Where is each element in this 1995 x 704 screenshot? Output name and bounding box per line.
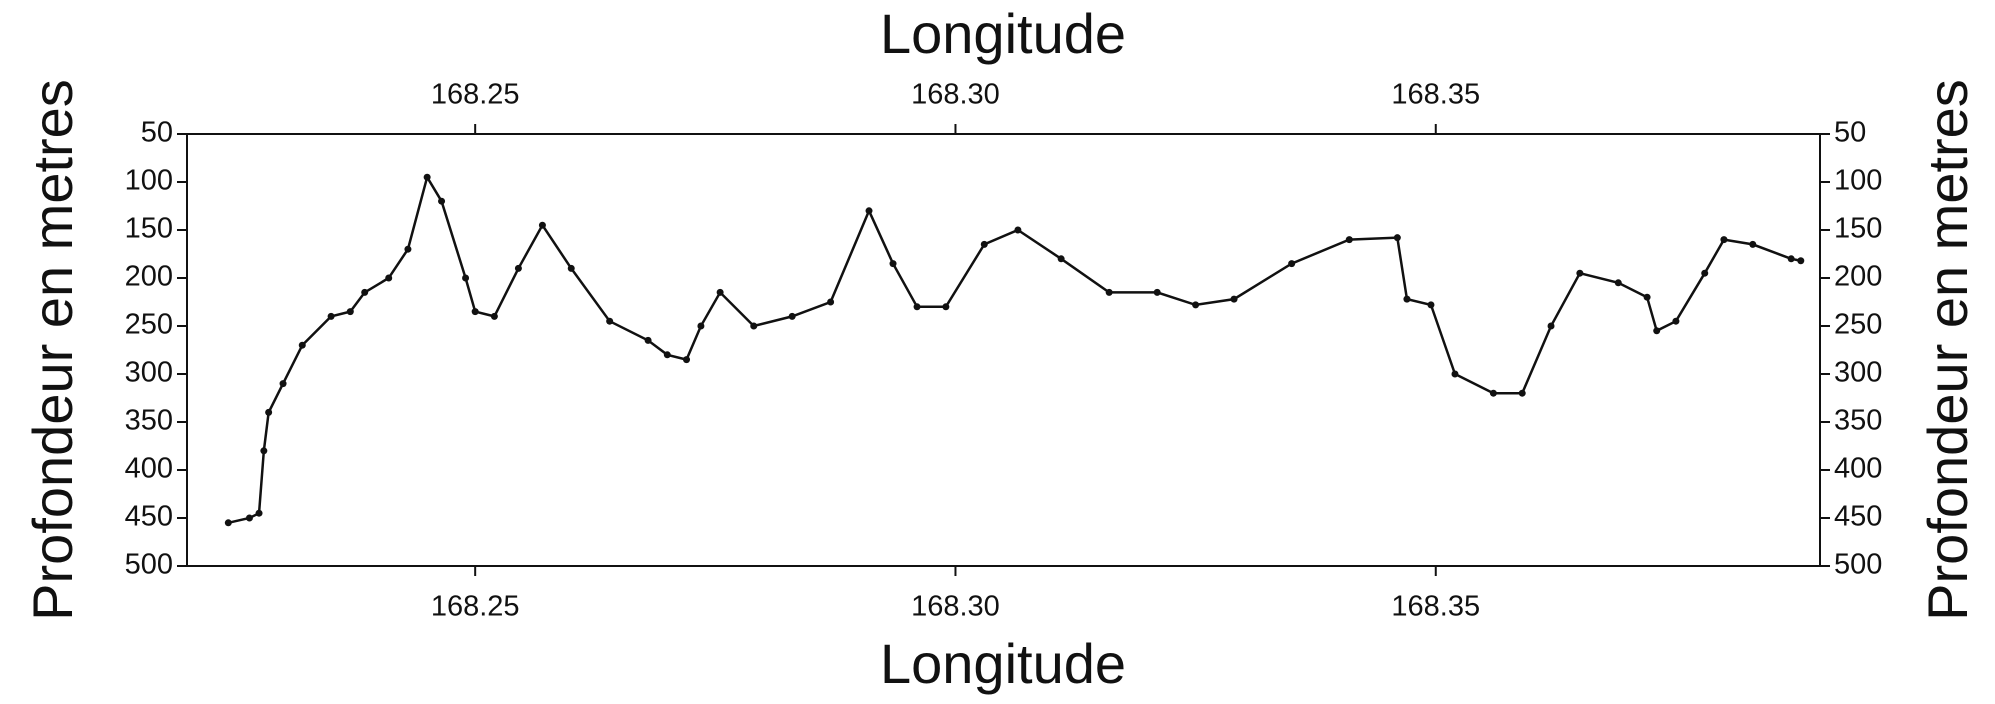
depth-point (1057, 255, 1065, 263)
depth-point (1489, 389, 1497, 397)
y-tick-label: 300 (125, 357, 173, 389)
depth-point (1393, 234, 1401, 242)
y2-tick-label: 400 (1834, 453, 1882, 485)
depth-point (404, 245, 412, 253)
depth-point (260, 447, 268, 455)
depth-point (423, 173, 431, 181)
y2-tick-label: 450 (1834, 501, 1882, 533)
depth-point (279, 380, 287, 388)
x-tick-label-top: 168.25 (431, 79, 520, 111)
y-tick-label: 350 (125, 405, 173, 437)
x-axis-title: Longitude (880, 632, 1126, 695)
depth-point (1701, 269, 1709, 277)
depth-point (1014, 226, 1022, 234)
depth-point (1720, 236, 1728, 244)
y-tick-label: 100 (125, 165, 173, 197)
depth-point (1451, 370, 1459, 378)
y-axis-title: Profondeur en metres (21, 79, 84, 621)
depth-point (1192, 301, 1200, 309)
depth-point (1653, 327, 1661, 335)
y-tick-label: 450 (125, 501, 173, 533)
y-tick-label: 400 (125, 453, 173, 485)
depth-point (346, 308, 354, 316)
depth-point (697, 322, 705, 330)
depth-point (716, 288, 724, 296)
depth-point (1153, 288, 1161, 296)
x-tick-label-top: 168.35 (1391, 79, 1480, 111)
depth-point (1672, 317, 1680, 325)
depth-point (361, 288, 369, 296)
depth-point (224, 519, 232, 527)
depth-point (1288, 260, 1296, 268)
depth-point (865, 207, 873, 215)
depth-point (788, 312, 796, 320)
depth-point (490, 312, 498, 320)
depth-point (750, 322, 758, 330)
depth-point (538, 221, 546, 229)
depth-point (683, 356, 691, 364)
depth-point (1105, 288, 1113, 296)
y2-tick-label: 150 (1834, 213, 1882, 245)
y-tick-label: 250 (125, 309, 173, 341)
depth-point (1345, 236, 1353, 244)
depth-point (1403, 295, 1411, 303)
depth-point (298, 341, 306, 349)
depth-point (644, 336, 652, 344)
depth-point (889, 260, 897, 268)
depth-point (1749, 240, 1757, 248)
x-tick-label: 168.30 (911, 591, 1000, 623)
x-tick-label: 168.25 (431, 591, 520, 623)
depth-point (913, 303, 921, 311)
depth-point (663, 351, 671, 359)
depth-point (567, 264, 575, 272)
x-axis-title-top: Longitude (880, 2, 1126, 65)
depth-point (1230, 295, 1238, 303)
y2-tick-label: 250 (1834, 309, 1882, 341)
depth-point (1518, 389, 1526, 397)
depth-point (245, 514, 253, 522)
depth-point (462, 274, 470, 282)
y2-tick-label: 200 (1834, 261, 1882, 293)
depth-point (1427, 301, 1435, 309)
y2-tick-label: 500 (1834, 549, 1882, 581)
y-tick-label: 150 (125, 213, 173, 245)
depth-point (471, 308, 479, 316)
y-tick-label: 500 (125, 549, 173, 581)
y2-tick-label: 350 (1834, 405, 1882, 437)
depth-point (1643, 293, 1651, 301)
depth-point (942, 303, 950, 311)
depth-point (385, 274, 393, 282)
x-tick-label: 168.35 (1391, 591, 1480, 623)
y2-tick-label: 100 (1834, 165, 1882, 197)
depth-point (514, 264, 522, 272)
depth-point (606, 317, 614, 325)
y-tick-label: 50 (141, 117, 173, 149)
depth-point (1547, 322, 1555, 330)
depth-point (980, 240, 988, 248)
y2-tick-label: 50 (1834, 117, 1866, 149)
y-tick-label: 200 (125, 261, 173, 293)
x-tick-label-top: 168.30 (911, 79, 1000, 111)
depth-point (827, 298, 835, 306)
depth-point (1797, 257, 1805, 265)
depth-point (327, 312, 335, 320)
depth-point (1576, 269, 1584, 277)
y2-axis-title: Profondeur en metres (1916, 79, 1979, 621)
depth-point (255, 509, 263, 517)
plot-frame (186, 133, 1821, 567)
depth-point (265, 408, 273, 416)
y2-tick-label: 300 (1834, 357, 1882, 389)
depth-point (1614, 279, 1622, 287)
depth-point (438, 197, 446, 205)
depth-point (1787, 255, 1795, 263)
